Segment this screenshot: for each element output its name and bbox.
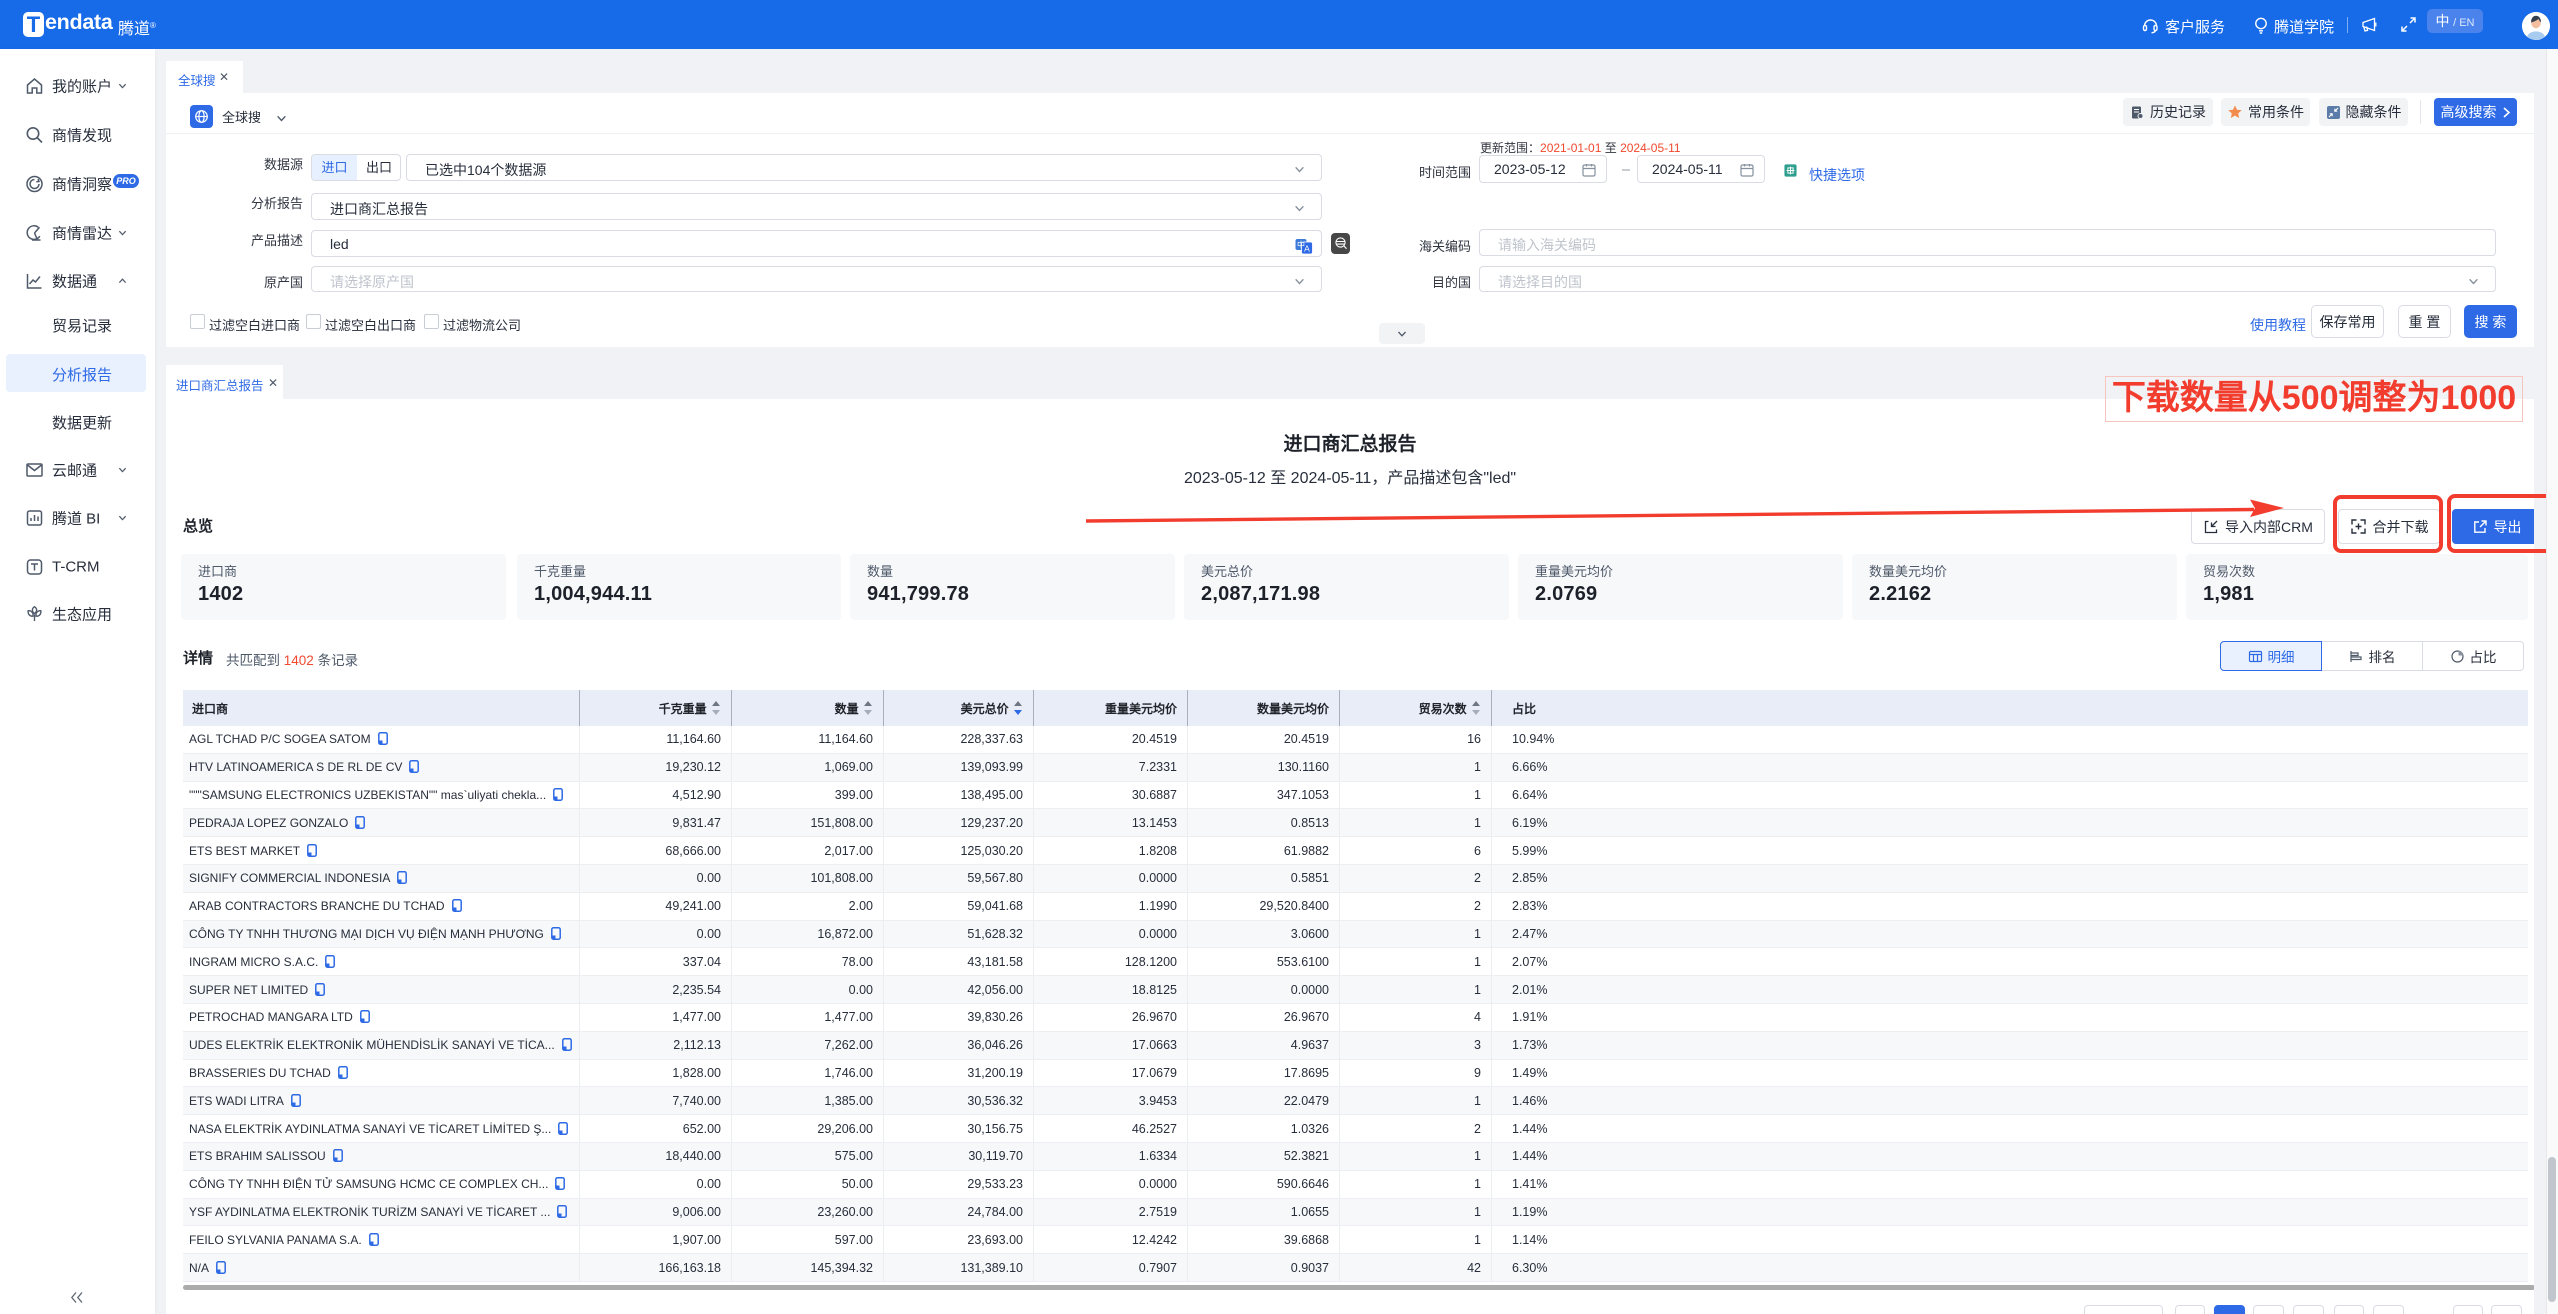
svg-text:中: 中 — [1297, 240, 1305, 250]
svg-text:A: A — [1304, 244, 1310, 254]
